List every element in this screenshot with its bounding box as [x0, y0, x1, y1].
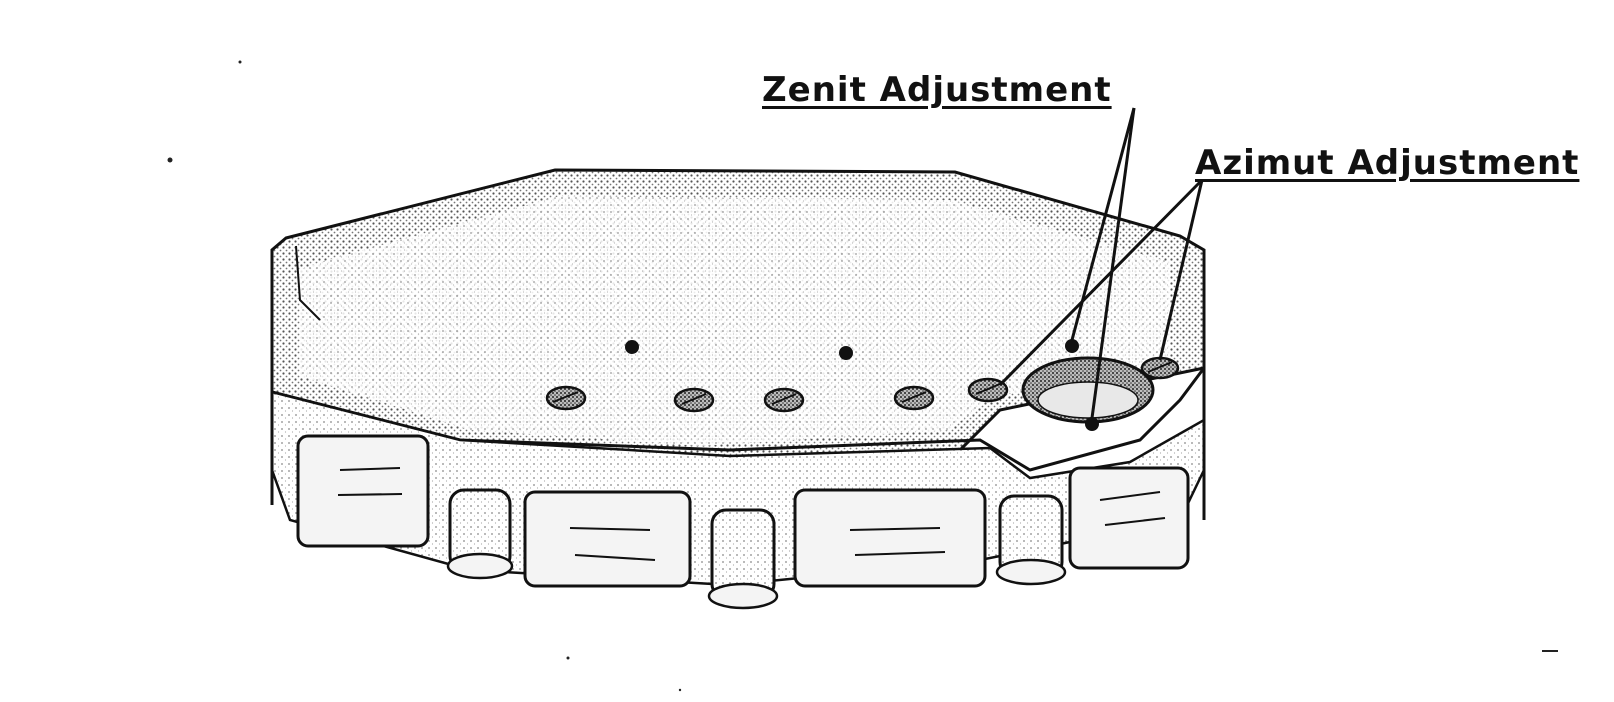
pin	[1065, 339, 1079, 353]
screw	[893, 385, 935, 411]
pin	[1085, 417, 1099, 431]
pin	[839, 346, 853, 360]
mount-opening	[1021, 356, 1155, 424]
leader-lines	[998, 107, 1204, 419]
sensor-housings	[296, 434, 1190, 588]
housing-1	[296, 434, 430, 548]
housing-2	[523, 490, 692, 588]
zenit-leader	[1090, 107, 1136, 419]
tray-floor-lighter	[300, 196, 1170, 446]
azimut-adjustment-label: Azimut Adjustment	[1195, 143, 1580, 183]
housing-4	[1068, 466, 1190, 570]
screw	[545, 385, 587, 411]
support-legs	[446, 488, 1067, 610]
adjustment-screws	[545, 339, 1180, 431]
housing-3	[793, 488, 987, 588]
tray-body	[270, 168, 1206, 587]
azimut-leader	[1158, 179, 1204, 361]
screw	[1140, 356, 1180, 380]
screw	[967, 377, 1009, 403]
zenit-adjustment-label: Zenit Adjustment	[762, 70, 1112, 110]
screw	[673, 387, 715, 413]
tray-inner-rim	[295, 245, 321, 321]
pin	[625, 340, 639, 354]
screw	[763, 387, 805, 413]
scan-specks	[167, 60, 1558, 692]
azimut-leader	[998, 178, 1204, 387]
